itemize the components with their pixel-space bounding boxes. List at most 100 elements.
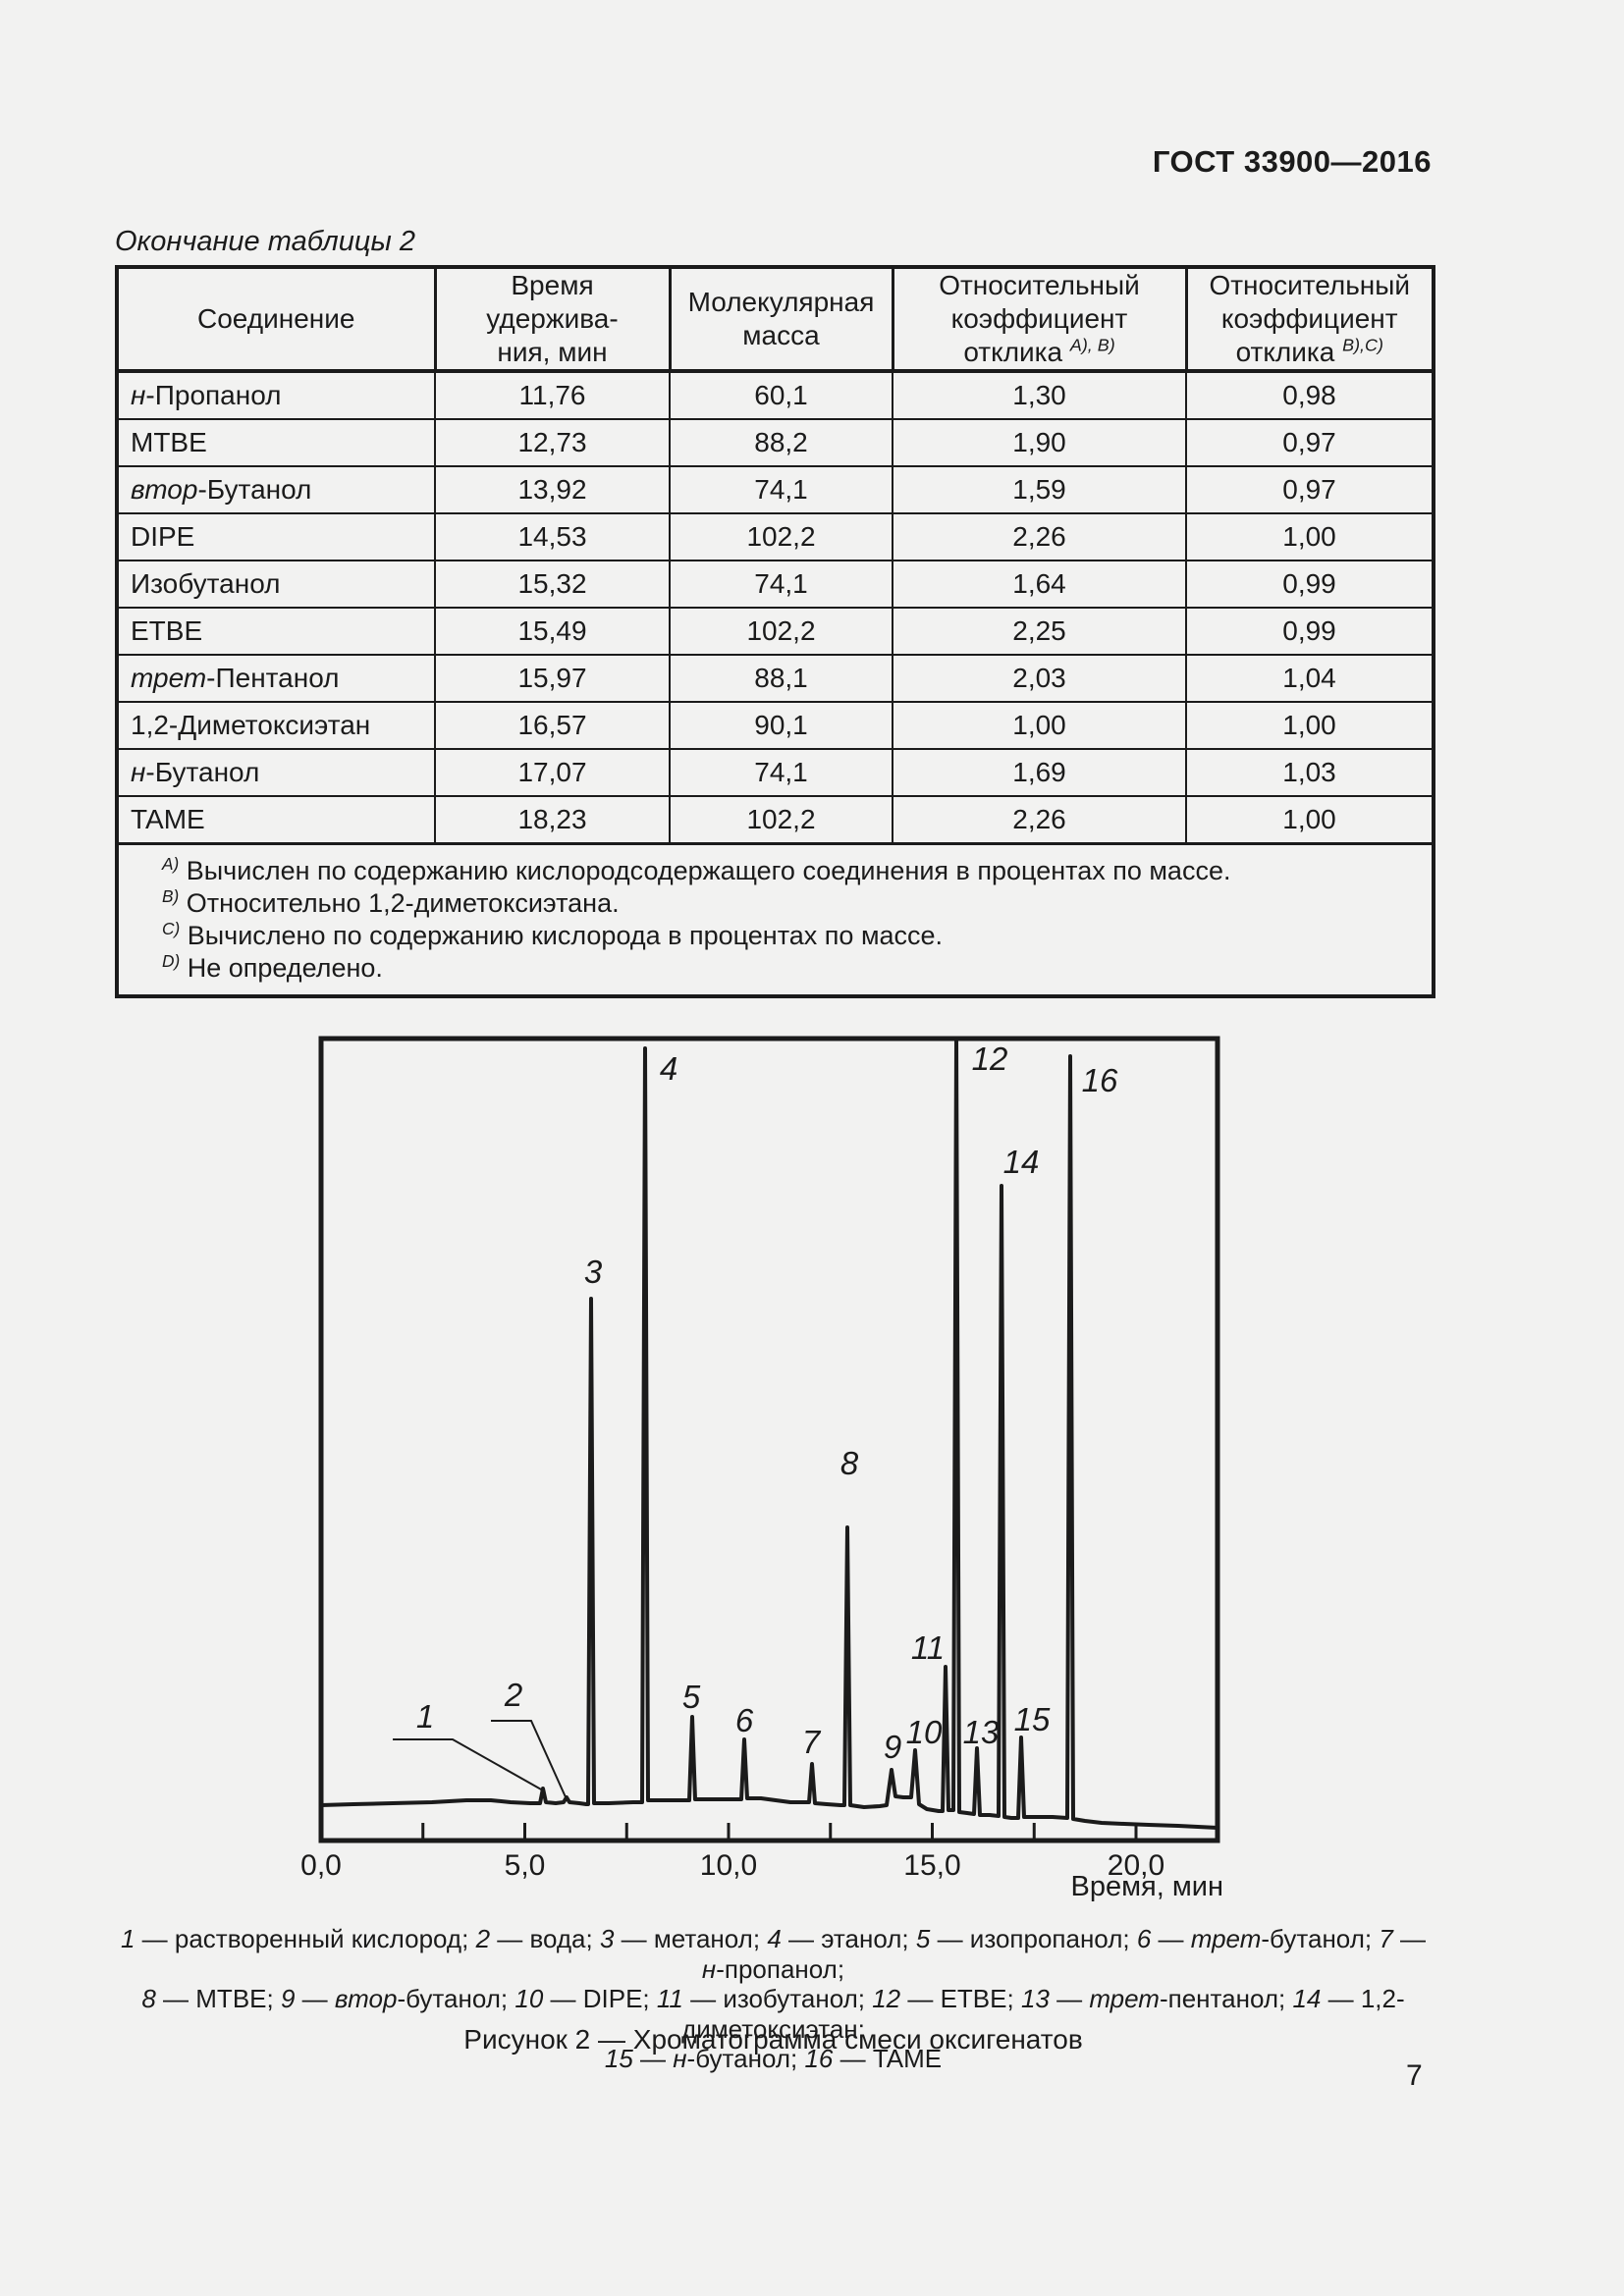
cell-value: 0,99 <box>1185 607 1435 656</box>
legend-line: 1 — растворенный кислород; 2 — вода; 3 —… <box>120 1924 1427 1984</box>
table-row: MTBE 12,73 88,2 1,90 0,97 <box>116 418 1435 467</box>
peak-label-6: 6 <box>735 1702 754 1738</box>
peak-label-7: 7 <box>802 1724 822 1760</box>
cell-value: 74,1 <box>669 560 893 609</box>
cell-value: 0,97 <box>1185 418 1435 467</box>
cell-value: 2,26 <box>892 795 1187 845</box>
col-header-response-factor-bc: Относительный коэффициент отклика B),C) <box>1184 265 1435 373</box>
table-footnotes-cell: A) Вычислен по содержанию кислородсодерж… <box>116 842 1435 997</box>
cell-value: 74,1 <box>669 748 893 797</box>
cell-value: 0,99 <box>1185 560 1435 609</box>
peak-label-4: 4 <box>660 1050 677 1087</box>
cell-value: 1,64 <box>892 560 1187 609</box>
cell-compound: ETBE <box>116 607 436 656</box>
x-tick-label: 5,0 <box>505 1849 546 1882</box>
peak-label-8: 8 <box>840 1445 859 1481</box>
cell-value: 1,00 <box>1185 512 1435 561</box>
peak-label-5: 5 <box>682 1679 701 1715</box>
table-row: ETBE 15,49 102,2 2,25 0,99 <box>116 607 1435 656</box>
standard-number-header: ГОСТ 33900—2016 <box>1152 144 1432 179</box>
cell-value: 11,76 <box>434 370 671 420</box>
cell-value: 0,98 <box>1185 370 1435 420</box>
cell-compound: DIPE <box>116 512 436 561</box>
peak-label-16: 16 <box>1082 1062 1118 1098</box>
cell-value: 74,1 <box>669 465 893 514</box>
peak-label-11: 11 <box>911 1629 945 1666</box>
table-row: н-Пропанол 11,76 60,1 1,30 0,98 <box>116 370 1435 420</box>
cell-value: 16,57 <box>434 701 671 750</box>
x-axis-title: Время, мин <box>1070 1871 1223 1902</box>
peak-label-1: 1 <box>416 1698 434 1735</box>
cell-value: 1,59 <box>892 465 1187 514</box>
peak-label-2: 2 <box>504 1677 522 1713</box>
peak-label-3: 3 <box>584 1254 603 1290</box>
cell-value: 15,49 <box>434 607 671 656</box>
figure-legend: 1 — растворенный кислород; 2 — вода; 3 —… <box>115 1924 1432 2074</box>
cell-value: 0,97 <box>1185 465 1435 514</box>
peak-label-9: 9 <box>884 1729 901 1765</box>
cell-value: 90,1 <box>669 701 893 750</box>
cell-compound: втор-Бутанол <box>116 465 436 514</box>
cell-value: 2,26 <box>892 512 1187 561</box>
peak-label-10: 10 <box>906 1714 943 1750</box>
cell-value: 12,73 <box>434 418 671 467</box>
x-tick-label: 10,0 <box>700 1849 757 1882</box>
cell-value: 13,92 <box>434 465 671 514</box>
cell-value: 102,2 <box>669 607 893 656</box>
table-row: TAME 18,23 102,2 2,26 1,00 <box>116 795 1435 845</box>
cell-value: 18,23 <box>434 795 671 845</box>
cell-compound: н-Бутанол <box>116 748 436 797</box>
cell-value: 1,69 <box>892 748 1187 797</box>
cell-value: 60,1 <box>669 370 893 420</box>
x-tick-label: 15,0 <box>903 1849 960 1882</box>
cell-compound: н-Пропанол <box>116 370 436 420</box>
cell-value: 1,30 <box>892 370 1187 420</box>
peak-leader-line <box>491 1720 568 1800</box>
table-footnote: B) Относительно 1,2-диметоксиэтана. <box>162 886 620 918</box>
peak-leader-line <box>393 1738 544 1791</box>
col-header-molecular-mass: Молекулярная масса <box>668 265 894 373</box>
cell-value: 15,97 <box>434 654 671 703</box>
cell-value: 1,04 <box>1185 654 1435 703</box>
cell-value: 2,25 <box>892 607 1187 656</box>
table-row: трет-Пентанол 15,97 88,1 2,03 1,04 <box>116 654 1435 703</box>
cell-value: 2,03 <box>892 654 1187 703</box>
table-header-row: Соединение Время удержива- ния, мин Моле… <box>115 265 1435 373</box>
cell-compound: Изобутанол <box>116 560 436 609</box>
peak-label-15: 15 <box>1014 1701 1051 1737</box>
cell-compound: трет-Пентанол <box>116 654 436 703</box>
page-number: 7 <box>1406 2059 1423 2092</box>
cell-value: 88,1 <box>669 654 893 703</box>
table-row: Изобутанол 15,32 74,1 1,64 0,99 <box>116 560 1435 609</box>
cell-value: 1,03 <box>1185 748 1435 797</box>
chromatogram-trace <box>319 1039 1219 1830</box>
table-row: н-Бутанол 17,07 74,1 1,69 1,03 <box>116 748 1435 797</box>
cell-value: 1,00 <box>1185 795 1435 845</box>
cell-value: 1,00 <box>1185 701 1435 750</box>
legend-line: 15 — н-бутанол; 16 — TAME <box>604 2044 943 2073</box>
cell-compound: 1,2-Диметоксиэтан <box>116 701 436 750</box>
cell-value: 1,90 <box>892 418 1187 467</box>
table-row: втор-Бутанол 13,92 74,1 1,59 0,97 <box>116 465 1435 514</box>
oxygenates-table: Соединение Время удержива- ния, мин Моле… <box>115 265 1435 998</box>
peak-label-14: 14 <box>1003 1144 1040 1180</box>
table-footnote: A) Вычислен по содержанию кислородсодерж… <box>162 854 1231 885</box>
cell-compound: MTBE <box>116 418 436 467</box>
table-continuation-caption: Окончание таблицы 2 <box>115 226 415 257</box>
cell-value: 102,2 <box>669 512 893 561</box>
cell-value: 88,2 <box>669 418 893 467</box>
table-footnotes-row: A) Вычислен по содержанию кислородсодерж… <box>116 842 1435 997</box>
cell-value: 14,53 <box>434 512 671 561</box>
plot-border <box>318 1036 1220 1843</box>
col-header-compound: Соединение <box>115 265 437 373</box>
cell-value: 15,32 <box>434 560 671 609</box>
legend-line: 8 — MTBE; 9 — втор-бутанол; 10 — DIPE; 1… <box>141 1984 1405 2044</box>
cell-value: 1,00 <box>892 701 1187 750</box>
x-tick-label: 20,0 <box>1108 1849 1164 1882</box>
cell-value: 102,2 <box>669 795 893 845</box>
col-header-response-factor-ab: Относительный коэффициент отклика A), B) <box>891 265 1188 373</box>
cell-value: 17,07 <box>434 748 671 797</box>
table-row: 1,2-Диметоксиэтан 16,57 90,1 1,00 1,00 <box>116 701 1435 750</box>
